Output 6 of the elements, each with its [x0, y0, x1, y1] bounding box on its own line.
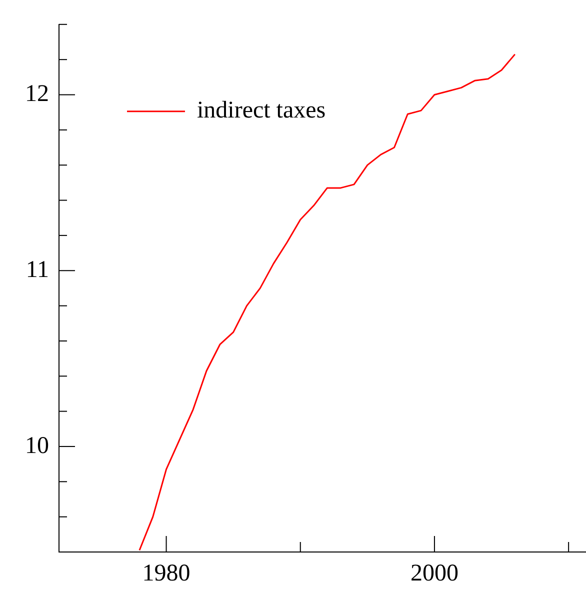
- y-tick-label: 11: [26, 256, 49, 283]
- y-tick-label: 10: [25, 432, 49, 459]
- x-tick-label: 1980: [142, 560, 190, 587]
- legend-label: indirect taxes: [197, 98, 326, 124]
- x-tick-label: 2000: [410, 560, 458, 587]
- y-tick-label: 12: [25, 81, 49, 108]
